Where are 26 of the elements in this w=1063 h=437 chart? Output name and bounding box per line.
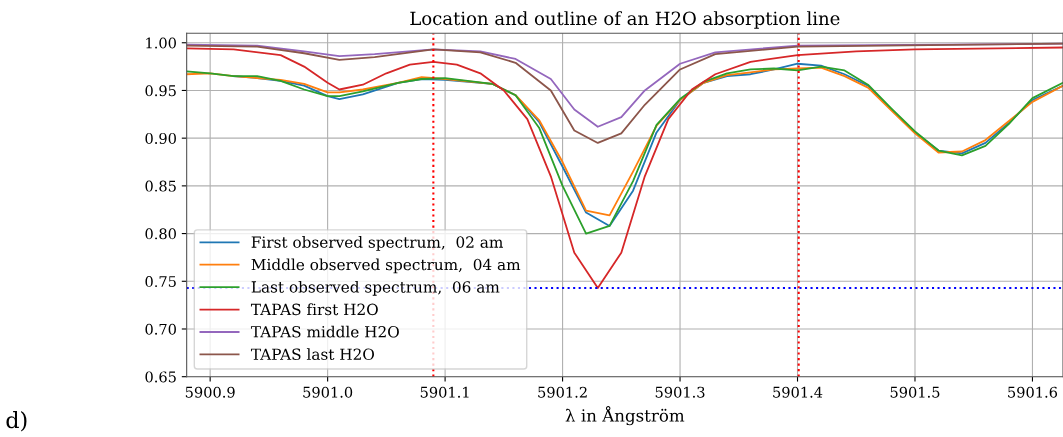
x-tick-label: 5901.6: [1008, 386, 1058, 398]
y-tick-label: 0.80: [145, 228, 176, 240]
y-tick-label: 1.00: [146, 37, 176, 49]
x-tick-label: 5901.1: [420, 386, 469, 398]
x-tick-label: 5901.5: [890, 386, 940, 398]
legend-label: First observed spectrum, 02 am: [251, 236, 503, 251]
text: d): [6, 411, 27, 432]
y-tick-label: 0.90: [145, 132, 176, 144]
legend-label: Middle observed spectrum, 04 am: [251, 258, 521, 274]
legend-label: TAPAS last H2O: [250, 348, 374, 360]
y-tick-label: 0.65: [145, 371, 176, 383]
y-tick-label: 0.85: [145, 180, 176, 192]
y-tick-label: 0.75: [145, 276, 176, 288]
legend-label: TAPAS middle H2O: [250, 325, 399, 338]
y-tick-label: 0.95: [145, 85, 176, 97]
y-tick-label: 0.70: [145, 323, 176, 335]
legend-label: TAPAS first H2O: [250, 303, 378, 316]
x-tick-label: 5901.0: [303, 386, 353, 398]
x-tick-label: 5901.3: [655, 386, 705, 398]
legend-label: Last observed spectrum, 06 am: [251, 280, 500, 296]
x-tick-label: 5901.2: [538, 386, 587, 398]
x-axis-title: λ in Ångström: [565, 406, 685, 426]
line-series: [186, 42, 1063, 144]
chart-title: Location and outline of an H2O absorption line: [410, 11, 840, 29]
x-tick-label: 5901.4: [773, 386, 823, 398]
x-tick-label: 5900.9: [185, 386, 235, 398]
